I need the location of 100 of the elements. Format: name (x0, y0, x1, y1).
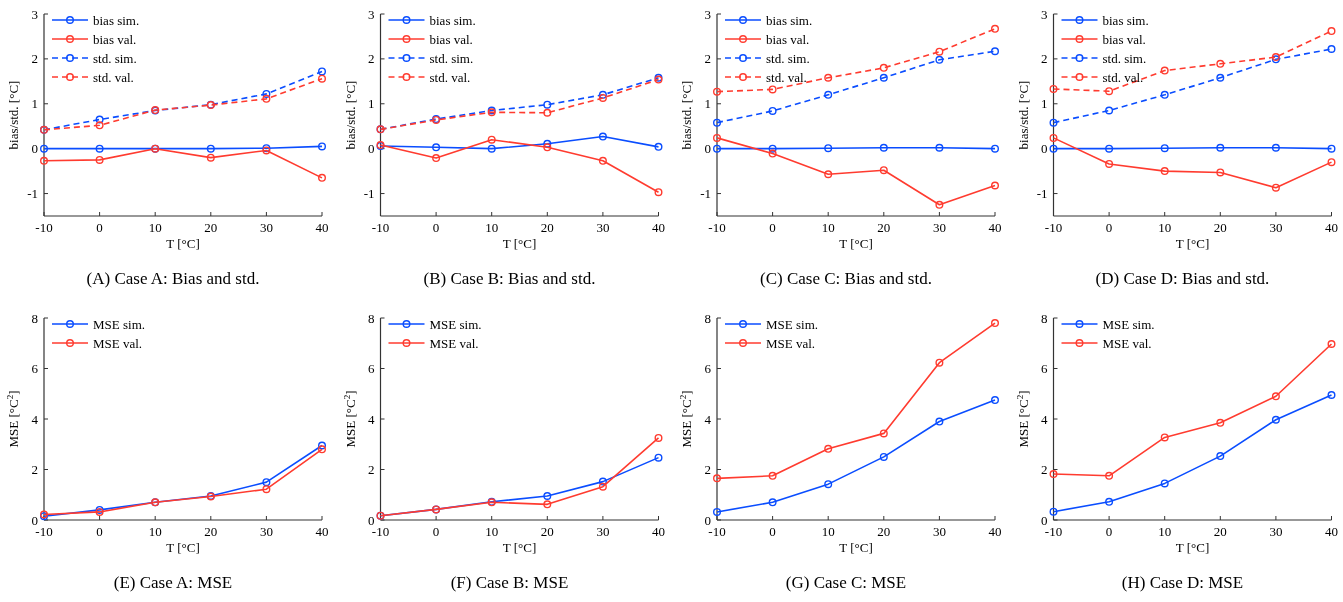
x-tick-label: -10 (1044, 220, 1063, 235)
y-tick-label: 0 (704, 512, 711, 528)
text: (G) Case C: MSE (785, 573, 907, 592)
x-tick-label: 30 (1269, 220, 1283, 235)
legend-label: MSE sim. (1102, 316, 1155, 332)
legend-label: MSE sim. (766, 316, 819, 332)
x-tick-label: 10 (1158, 524, 1172, 539)
y-axis-title: bias/std. [°C] (6, 80, 21, 150)
y-tick-label: 6 (368, 361, 375, 376)
x-tick-label: 30 (932, 220, 946, 235)
x-axis-title: T [°C] (166, 236, 200, 251)
x-tick-label: 30 (259, 220, 273, 235)
x-tick-label: 30 (932, 524, 946, 539)
x-tick-label: 30 (259, 524, 273, 539)
legend-label: MSE val. (93, 335, 143, 351)
text: (C) Case C: Bias and std. (760, 269, 932, 288)
x-tick-label: -10 (35, 524, 53, 539)
x-tick-label: 40 (988, 220, 1002, 235)
x-tick-label: 40 (315, 220, 329, 235)
y-tick-label: 0 (31, 512, 38, 528)
y-tick-label: 8 (1041, 310, 1048, 326)
text: (F) Case B: MSE (450, 573, 569, 592)
y-tick-label: 3 (1041, 6, 1048, 22)
x-tick-label: -10 (371, 220, 390, 235)
x-tick-label: 10 (485, 220, 499, 235)
legend-label: std. sim. (1102, 50, 1147, 66)
x-tick-label: 20 (1213, 220, 1227, 235)
y-tick-label: -1 (363, 186, 375, 202)
y-tick-label: 1 (368, 96, 375, 112)
x-axis-title: T [°C] (502, 540, 537, 555)
y-tick-label: 8 (31, 310, 38, 326)
x-axis-title: T [°C] (839, 236, 873, 251)
x-tick-label: -10 (35, 220, 53, 235)
y-tick-label: 4 (704, 411, 712, 427)
y-tick-label: 2 (1041, 51, 1048, 67)
y-tick-label: 6 (31, 361, 39, 376)
x-tick-label: 40 (988, 524, 1002, 539)
y-tick-label: 2 (368, 51, 375, 67)
y-tick-label: -1 (1036, 186, 1048, 202)
x-tick-label: 20 (877, 220, 891, 235)
y-tick-label: -1 (700, 186, 711, 202)
text: (A) Case A: Bias and std. (86, 269, 260, 288)
x-tick-label: 10 (1158, 220, 1172, 235)
x-tick-label: 0 (1105, 220, 1113, 235)
x-tick-label: 20 (540, 220, 554, 235)
x-tick-label: 30 (596, 524, 610, 539)
legend-label: bias val. (1102, 31, 1146, 47)
x-axis-title: T [°C] (839, 540, 873, 555)
legend-label: std. sim. (429, 50, 474, 66)
x-tick-label: 20 (1213, 524, 1227, 539)
y-tick-label: 1 (1041, 96, 1048, 112)
y-tick-label: 2 (31, 51, 38, 67)
legend-label: bias sim. (1102, 12, 1149, 28)
y-tick-label: 2 (1041, 462, 1048, 477)
y-tick-label: 4 (31, 411, 39, 427)
text: (B) Case B: Bias and std. (423, 269, 596, 288)
legend-label: bias sim. (429, 12, 476, 28)
y-tick-label: 4 (368, 411, 375, 427)
legend-label: MSE val. (429, 335, 479, 351)
x-tick-label: 0 (1105, 524, 1113, 539)
legend-label: std. val. (93, 69, 134, 85)
x-tick-label: 10 (148, 524, 162, 539)
y-tick-label: 3 (368, 6, 375, 22)
y-tick-label: 2 (368, 462, 375, 477)
x-tick-label: 10 (821, 220, 835, 235)
x-tick-label: 20 (540, 524, 554, 539)
legend-label: std. sim. (93, 50, 137, 66)
legend-label: std. val. (1102, 69, 1144, 85)
x-tick-label: 40 (652, 524, 665, 539)
x-tick-label: 0 (769, 524, 776, 539)
y-tick-label: 0 (31, 141, 38, 157)
y-tick-label: -1 (27, 186, 38, 202)
y-axis-title: bias/std. [°C] (342, 80, 358, 150)
x-tick-label: 40 (1325, 524, 1338, 539)
x-tick-label: 40 (1325, 220, 1338, 235)
y-tick-label: 4 (1041, 411, 1048, 427)
legend-label: std. sim. (766, 50, 810, 66)
x-tick-label: 20 (877, 524, 891, 539)
y-tick-label: 8 (704, 310, 711, 326)
y-tick-label: 6 (1041, 361, 1048, 376)
y-tick-label: 3 (704, 6, 711, 22)
x-axis-title: T [°C] (502, 236, 537, 251)
y-tick-label: 3 (31, 6, 38, 22)
x-tick-label: 30 (596, 220, 610, 235)
x-tick-label: 40 (652, 220, 665, 235)
x-tick-label: 0 (769, 220, 776, 235)
legend-label: MSE sim. (429, 316, 482, 332)
y-tick-label: 0 (368, 141, 375, 157)
legend-label: MSE val. (1102, 335, 1152, 351)
y-tick-label: 1 (31, 96, 38, 112)
x-tick-label: -10 (708, 220, 726, 235)
legend-label: bias val. (93, 31, 137, 47)
x-axis-title: T [°C] (1175, 540, 1210, 555)
legend-label: bias sim. (93, 12, 140, 28)
legend-label: bias val. (429, 31, 473, 47)
x-tick-label: 20 (204, 220, 218, 235)
x-tick-label: 0 (96, 220, 103, 235)
legend-label: MSE sim. (93, 316, 146, 332)
x-axis-title: T [°C] (166, 540, 200, 555)
y-tick-label: 1 (704, 96, 711, 112)
